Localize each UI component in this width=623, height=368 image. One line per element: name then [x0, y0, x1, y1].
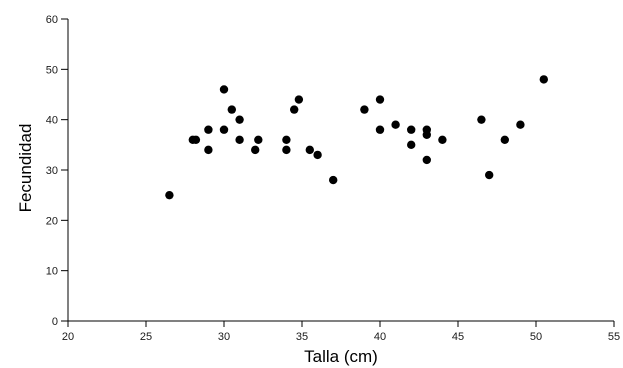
data-point	[438, 135, 447, 144]
data-point	[391, 120, 400, 129]
y-axis: 0 10 20 30 40 50 60	[46, 14, 69, 328]
x-tick-label: 55	[608, 331, 620, 343]
data-point	[219, 85, 229, 94]
data-point	[235, 135, 244, 144]
data-point	[204, 145, 213, 155]
x-tick-label: 45	[452, 331, 464, 343]
data-point	[282, 135, 291, 144]
data-point	[165, 190, 174, 200]
y-tick-label: 10	[46, 266, 58, 278]
x-axis: 20 25 30 35 40 45 50 55	[62, 320, 620, 343]
data-point	[477, 115, 486, 124]
data-point	[422, 130, 431, 139]
data-point	[375, 125, 385, 134]
data-point	[360, 105, 369, 114]
x-tick-label: 40	[374, 331, 386, 343]
data-point	[539, 75, 548, 84]
y-axis-title: Fecundidad	[16, 124, 35, 213]
x-axis-title: Talla (cm)	[304, 347, 378, 366]
x-tick-label: 35	[296, 331, 308, 343]
data-point	[485, 170, 494, 180]
data-point	[204, 125, 213, 134]
data-point	[227, 105, 236, 114]
data-points	[165, 75, 548, 200]
data-point	[422, 155, 431, 165]
y-tick-label: 40	[46, 115, 58, 127]
data-point	[407, 125, 416, 134]
data-point	[254, 135, 263, 144]
data-point	[407, 140, 416, 150]
data-point	[282, 145, 291, 155]
data-point	[329, 175, 338, 185]
y-tick-label: 0	[52, 316, 58, 328]
data-point	[219, 125, 229, 134]
data-point	[500, 135, 509, 144]
y-tick-label: 30	[46, 165, 58, 177]
data-point	[191, 135, 201, 144]
data-point	[305, 145, 314, 155]
y-tick-label: 20	[46, 215, 58, 227]
data-point	[294, 95, 304, 104]
data-point	[313, 150, 322, 160]
y-tick-label: 50	[46, 64, 58, 76]
x-tick-label: 30	[218, 331, 230, 343]
data-point	[290, 105, 299, 114]
data-point	[251, 145, 260, 155]
data-point	[375, 95, 385, 104]
y-tick-label: 60	[46, 14, 58, 26]
x-tick-label: 50	[530, 331, 542, 343]
data-point	[516, 120, 525, 129]
data-point	[235, 115, 244, 124]
x-tick-label: 25	[140, 331, 152, 343]
x-tick-label: 20	[62, 331, 74, 343]
